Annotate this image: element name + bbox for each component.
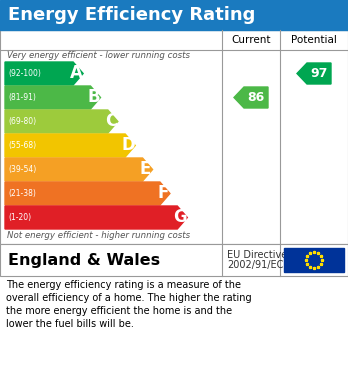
- Text: B: B: [87, 88, 100, 106]
- Text: England & Wales: England & Wales: [8, 253, 160, 267]
- Polygon shape: [5, 86, 101, 109]
- Text: A: A: [70, 65, 82, 83]
- Polygon shape: [5, 182, 170, 205]
- Bar: [0, 0, 348, 30]
- Text: 97: 97: [310, 67, 328, 80]
- Polygon shape: [5, 134, 135, 157]
- Text: E: E: [140, 160, 151, 179]
- Text: Very energy efficient - lower running costs: Very energy efficient - lower running co…: [7, 50, 190, 59]
- Bar: [0, 30, 348, 244]
- Bar: [284, 248, 344, 272]
- Text: D: D: [121, 136, 135, 154]
- Text: The energy efficiency rating is a measure of the: The energy efficiency rating is a measur…: [6, 280, 241, 290]
- Text: (21-38): (21-38): [8, 189, 36, 198]
- Text: Current: Current: [231, 35, 271, 45]
- Polygon shape: [5, 62, 83, 85]
- Polygon shape: [5, 110, 118, 133]
- Text: EU Directive: EU Directive: [227, 250, 287, 260]
- Text: (55-68): (55-68): [8, 141, 36, 150]
- Text: F: F: [157, 185, 169, 203]
- Polygon shape: [297, 63, 331, 84]
- Text: 2002/91/EC: 2002/91/EC: [227, 260, 283, 270]
- Bar: [0, 244, 348, 276]
- Text: (81-91): (81-91): [8, 93, 36, 102]
- Polygon shape: [5, 158, 152, 181]
- Text: Potential: Potential: [291, 35, 337, 45]
- Polygon shape: [5, 206, 187, 229]
- Text: (69-80): (69-80): [8, 117, 36, 126]
- Text: lower the fuel bills will be.: lower the fuel bills will be.: [6, 319, 134, 329]
- Text: G: G: [173, 208, 187, 226]
- Text: overall efficiency of a home. The higher the rating: overall efficiency of a home. The higher…: [6, 293, 252, 303]
- Text: Energy Efficiency Rating: Energy Efficiency Rating: [8, 6, 255, 24]
- Text: C: C: [105, 113, 117, 131]
- Text: (1-20): (1-20): [8, 213, 31, 222]
- Text: the more energy efficient the home is and the: the more energy efficient the home is an…: [6, 306, 232, 316]
- Text: Not energy efficient - higher running costs: Not energy efficient - higher running co…: [7, 231, 190, 240]
- Polygon shape: [234, 87, 268, 108]
- Text: (39-54): (39-54): [8, 165, 36, 174]
- Text: (92-100): (92-100): [8, 69, 41, 78]
- Text: 86: 86: [247, 91, 264, 104]
